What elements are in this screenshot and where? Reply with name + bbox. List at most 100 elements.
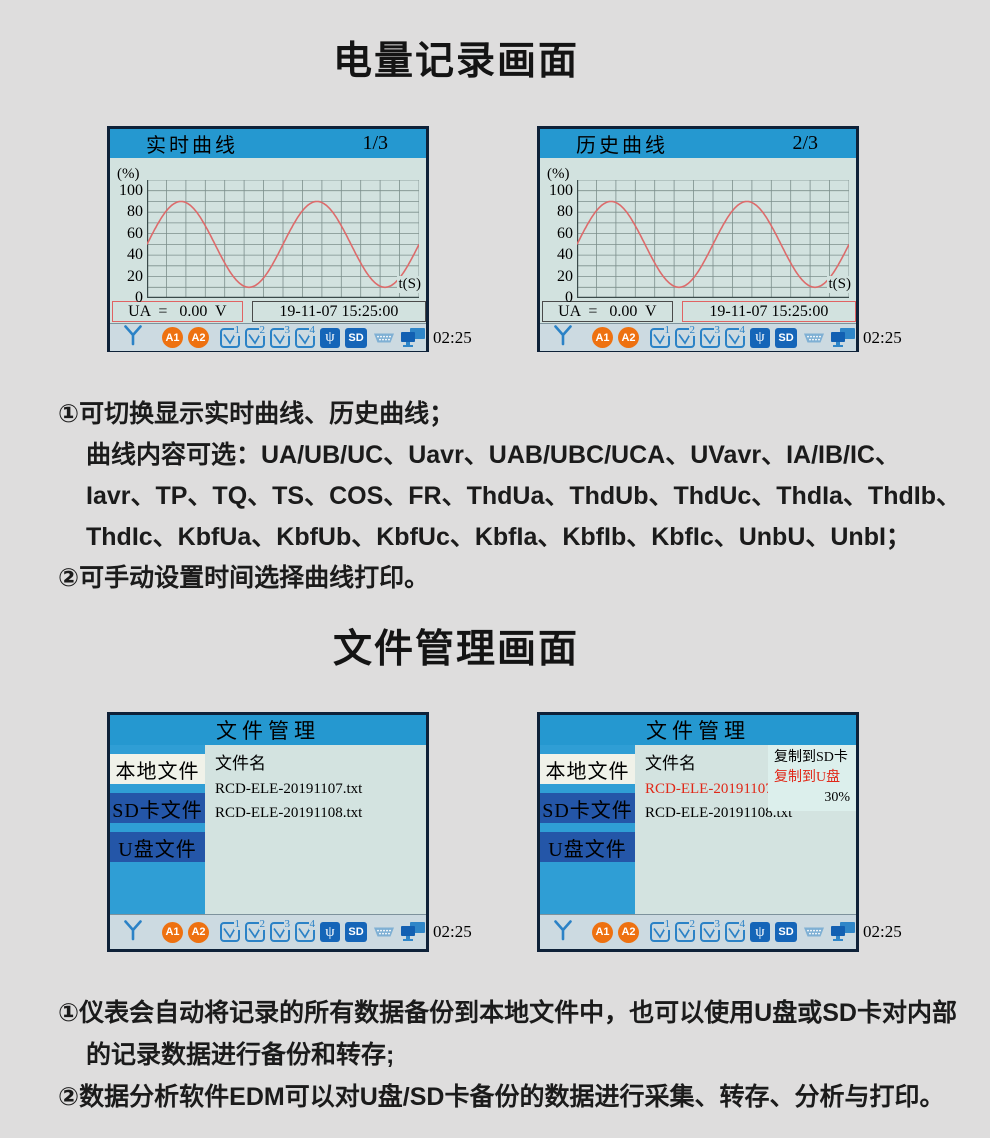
page-indicator[interactable]: 2/3 xyxy=(792,132,818,154)
y-tick-label: 0 xyxy=(565,289,573,306)
alarm-a2-badge: A2 xyxy=(618,327,639,348)
clock-time: 02:25 xyxy=(433,922,472,941)
copy-to-usb-option[interactable]: 复制到U盘 xyxy=(774,770,841,785)
meter-2-icon: 2 xyxy=(675,919,696,942)
file-list-column-header: 文件名 xyxy=(645,754,696,773)
curve-chart: (%) t(S) 0 20 40 60 80 100 xyxy=(540,158,856,306)
chart-plot-area xyxy=(146,179,420,303)
network-monitors-icon xyxy=(831,922,855,942)
curve-chart: (%) t(S) 0 20 40 60 80 100 xyxy=(110,158,426,306)
meter-3-number: 3 xyxy=(283,323,291,336)
screen-header: 实时曲线 1/3 xyxy=(110,129,426,158)
y-axis-unit-label: (%) xyxy=(547,166,570,182)
meter-3-number: 3 xyxy=(713,918,721,930)
sidebar-item-sd-files[interactable]: SD卡文件 xyxy=(540,793,635,823)
meter-1-icon: 1 xyxy=(650,324,671,348)
meter-1-icon: 1 xyxy=(220,323,241,348)
y-tick-label: 60 xyxy=(127,224,143,242)
file-row[interactable]: RCD-ELE-20191107.txt xyxy=(215,781,363,797)
clock-time: 02:25 xyxy=(863,922,902,941)
y-tick-label: 0 xyxy=(135,289,143,306)
meter-1-number: 1 xyxy=(663,918,671,930)
file-manager-section-title: 文件管理画面 xyxy=(332,628,579,671)
y-tick-label: 40 xyxy=(557,246,573,264)
sidebar-item-usb-files[interactable]: U盘文件 xyxy=(540,832,635,862)
file-manager-notes: ①仪表会自动将记录的所有数据备份到本地文件中，也可以使用U盘或SD卡对内部 的记… xyxy=(58,992,963,1118)
chart-plot-area xyxy=(576,179,850,303)
screen-title: 文件管理 xyxy=(540,715,856,745)
sd-card-icon: SD xyxy=(345,327,367,348)
meter-3-number: 3 xyxy=(713,323,721,336)
file-row[interactable]: RCD-ELE-20191108.txt xyxy=(215,805,363,821)
screen-header: 历史曲线 2/3 xyxy=(540,129,856,158)
y-tick-label: 80 xyxy=(127,203,143,221)
meter-1-icon: 1 xyxy=(220,919,241,942)
serial-port-icon xyxy=(372,332,396,344)
wiring-y-icon xyxy=(122,919,144,946)
note-line: Iavr、TP、TQ、TS、COS、FR、ThdUa、ThdUb、ThdUc、T… xyxy=(86,482,961,510)
usb-icon: ψ xyxy=(750,922,770,942)
usb-icon: ψ xyxy=(320,327,340,348)
file-manager-body: 本地文件 SD卡文件 U盘文件 文件名 RCD-ELE-20191107.txt… xyxy=(110,745,426,914)
file-manager-body: 本地文件 SD卡文件 U盘文件 文件名 RCD-ELE-20191107.txt… xyxy=(540,745,856,914)
device-status-bar: A1 A2 1 2 3 4 ψ SD 02:25 xyxy=(540,323,902,351)
file-row-selected[interactable]: RCD-ELE-20191107.txt xyxy=(645,781,793,797)
alarm-a2-badge: A2 xyxy=(618,921,639,943)
meter-4-number: 4 xyxy=(738,323,746,336)
channel-readout: UA = 0.00 V xyxy=(112,301,243,322)
serial-port-icon xyxy=(372,926,396,938)
meter-1-number: 1 xyxy=(233,323,241,336)
meter-4-icon: 4 xyxy=(295,918,316,942)
y-tick-label: 100 xyxy=(549,181,573,199)
alarm-a1-badge: A1 xyxy=(162,327,183,348)
history-curve-screen: 历史曲线 2/3 (%) t(S) 0 20 40 60 80 100 UA = 0.00… xyxy=(537,126,902,352)
meter-3-icon: 3 xyxy=(700,918,721,942)
clock-time: 02:25 xyxy=(863,327,902,347)
file-source-sidebar: 本地文件 SD卡文件 U盘文件 xyxy=(540,745,635,914)
meter-2-number: 2 xyxy=(688,323,696,336)
meter-1-icon: 1 xyxy=(650,918,671,942)
note-line: ②数据分析软件EDM可以对U盘/SD卡备份的数据进行采集、转存、分析与打印。 xyxy=(58,1083,945,1111)
file-list: 文件名 RCD-ELE-20191107.txt RCD-ELE-2019110… xyxy=(205,745,426,914)
file-source-sidebar: 本地文件 SD卡文件 U盘文件 xyxy=(110,745,205,914)
screen-title: 文件管理 xyxy=(110,715,426,745)
y-tick-label: 80 xyxy=(557,203,573,221)
channel-readout: UA = 0.00 V xyxy=(542,301,673,322)
usb-icon: ψ xyxy=(750,327,770,348)
sd-card-icon: SD xyxy=(775,327,797,348)
readout-row: UA = 0.00 V 19-11-07 15:25:00 xyxy=(110,300,426,323)
note-line: ①可切换显示实时曲线、历史曲线； xyxy=(58,400,455,428)
network-monitors-icon xyxy=(401,922,425,942)
copy-menu-popup: 复制到SD卡 复制到U盘 30% xyxy=(768,745,856,811)
y-tick-label: 20 xyxy=(127,267,143,285)
sidebar-item-sd-files[interactable]: SD卡文件 xyxy=(110,793,205,823)
wiring-y-icon xyxy=(122,324,144,351)
file-row[interactable]: RCD-ELE-20191108.txt xyxy=(645,805,793,821)
wiring-y-icon xyxy=(552,919,574,946)
page-indicator[interactable]: 1/3 xyxy=(362,132,388,154)
network-monitors-icon xyxy=(401,327,425,348)
meter-3-icon: 3 xyxy=(700,323,721,348)
power-record-section-title: 电量记录画面 xyxy=(332,40,579,83)
meter-4-number: 4 xyxy=(738,918,746,930)
meter-2-number: 2 xyxy=(258,918,266,930)
copy-to-sd-option[interactable]: 复制到SD卡 xyxy=(774,750,848,765)
realtime-curve-screen: 实时曲线 1/3 (%) t(S) 0 20 40 60 80 100 UA = 0.00… xyxy=(107,126,472,352)
meter-3-icon: 3 xyxy=(270,918,291,942)
y-tick-label: 100 xyxy=(119,181,143,199)
sidebar-item-local-files[interactable]: 本地文件 xyxy=(540,754,635,784)
alarm-a1-badge: A1 xyxy=(592,327,613,348)
meter-4-number: 4 xyxy=(308,323,316,336)
clock-time: 02:25 xyxy=(433,327,472,347)
file-list-column-header: 文件名 xyxy=(215,754,266,773)
sd-card-icon: SD xyxy=(775,922,797,942)
x-axis-label: t(S) xyxy=(396,276,423,293)
y-tick-label: 60 xyxy=(557,224,573,242)
y-tick-label: 20 xyxy=(557,267,573,285)
sidebar-item-local-files[interactable]: 本地文件 xyxy=(110,754,205,784)
meter-3-number: 3 xyxy=(283,918,291,930)
alarm-a2-badge: A2 xyxy=(188,327,209,348)
meter-4-number: 4 xyxy=(308,918,316,930)
sidebar-item-usb-files[interactable]: U盘文件 xyxy=(110,832,205,862)
meter-4-icon: 4 xyxy=(725,918,746,942)
